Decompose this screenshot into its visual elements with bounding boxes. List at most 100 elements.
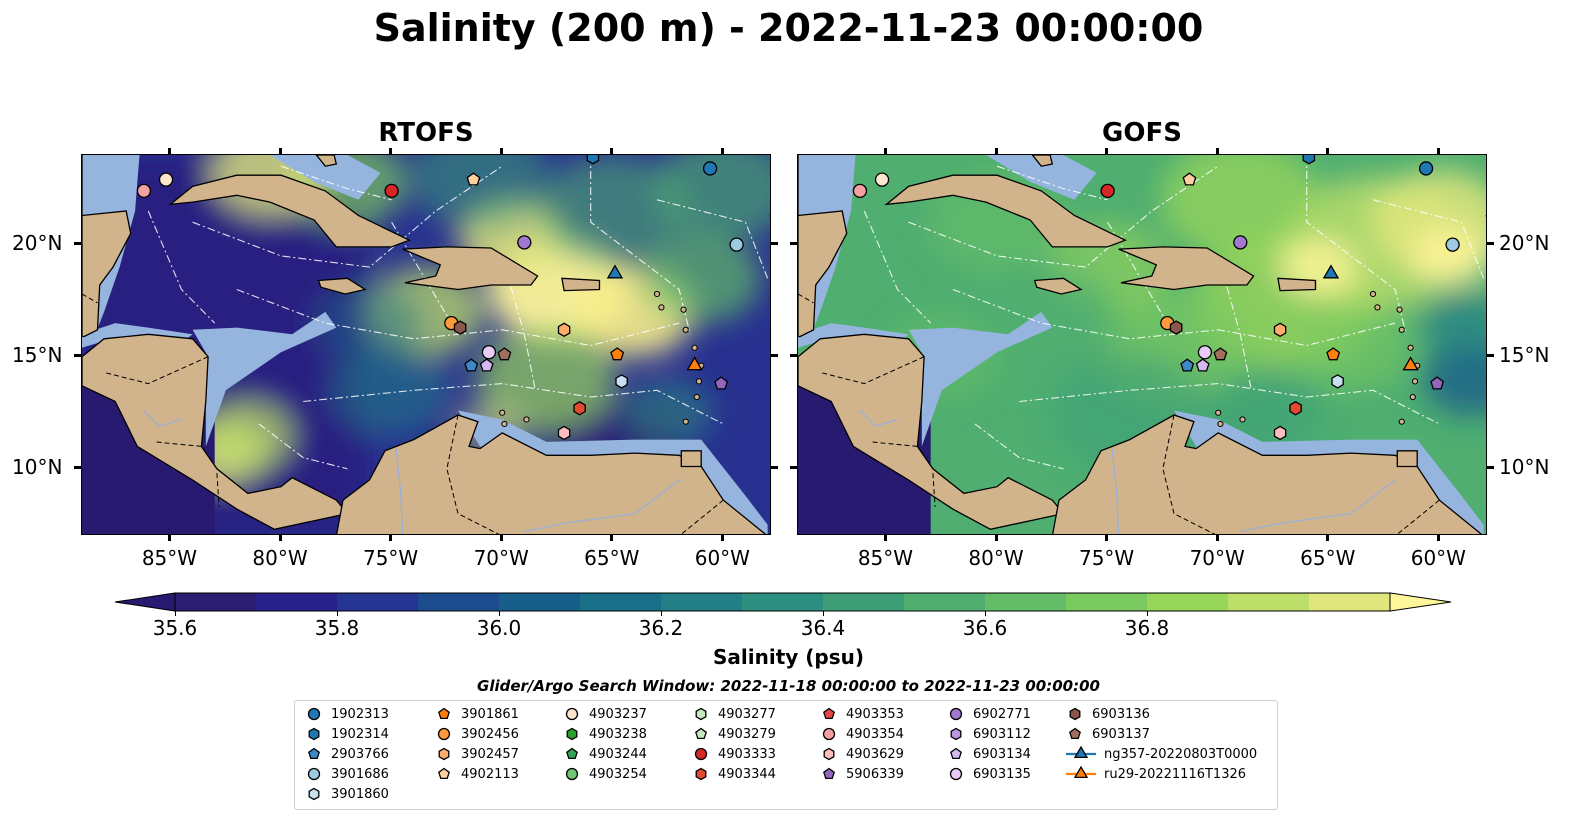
- lat-tick-mark: [790, 354, 798, 358]
- legend-item: 3902456: [435, 724, 519, 744]
- lon-tick-label: 85°W: [857, 546, 914, 570]
- panel-title-gofs: GOFS: [1102, 118, 1182, 148]
- legend-item: 4903254: [563, 764, 647, 784]
- legend-marker-icon: [1073, 745, 1089, 759]
- legend-item: 3902457: [435, 744, 519, 764]
- legend-marker-icon: [438, 707, 450, 720]
- map-marker: [1402, 356, 1419, 371]
- colorbar-segment: [985, 593, 1067, 611]
- lon-tick-label: 85°W: [141, 546, 198, 570]
- legend-item: 4903353: [820, 704, 904, 724]
- lon-tick-label: 65°W: [1300, 546, 1356, 570]
- map-marker: [136, 183, 152, 199]
- legend-label: 4903344: [718, 766, 776, 782]
- country-borders: [798, 293, 1440, 534]
- land-puerto-rico: [561, 277, 601, 292]
- colorbar-segment: [661, 593, 743, 611]
- lat-tick-label: 10°N: [12, 454, 63, 479]
- lon-tick-label: 70°W: [473, 546, 529, 570]
- land-island: [1217, 420, 1224, 428]
- colorbar-tick-mark: [822, 611, 824, 616]
- land-island: [1407, 344, 1414, 351]
- legend-marker-icon: [950, 747, 962, 760]
- map-marker: [1197, 345, 1213, 360]
- lon-tick-label: 70°W: [1189, 546, 1245, 570]
- land-island: [658, 304, 665, 311]
- lat-tick-mark: [1486, 354, 1494, 358]
- map-marker: [557, 322, 571, 338]
- legend-label: 4903279: [718, 726, 776, 742]
- land-island: [523, 416, 530, 423]
- legend-item: 4903244: [563, 744, 647, 764]
- legend-marker-icon: [1073, 765, 1089, 779]
- map-marker: [1273, 425, 1287, 441]
- legend-marker-icon: [565, 707, 579, 721]
- legend-marker-icon: [949, 707, 963, 721]
- shelf-bahamas-bank: [270, 155, 381, 200]
- lat-tick-mark: [790, 242, 798, 246]
- land-hispaniola: [1118, 246, 1255, 291]
- colorbar-extend-min: [115, 592, 176, 612]
- legend-marker-icon: [823, 767, 835, 780]
- lat-tick-label: 15°N: [1499, 342, 1550, 367]
- colorbar-tick-label: 36.4: [800, 616, 846, 640]
- legend-label: 4902113: [461, 766, 519, 782]
- panel-title-rtofs: RTOFS: [378, 118, 474, 148]
- shelf-nicaragua-rise: [192, 311, 337, 447]
- map-marker: [852, 183, 868, 199]
- colorbar-tick-mark: [498, 611, 500, 616]
- legend-item: 4903279: [692, 724, 776, 744]
- land-island: [693, 393, 700, 401]
- land-island: [1398, 326, 1405, 333]
- colorbar-segment: [1309, 593, 1391, 611]
- lon-tick-mark: [1215, 148, 1219, 155]
- colorbar-segment: [418, 593, 500, 611]
- lon-tick-mark: [720, 148, 724, 155]
- map-marker: [1182, 172, 1197, 186]
- map-marker: [453, 320, 467, 335]
- legend-label: 3901861: [461, 706, 519, 722]
- legend-label: 3901686: [331, 766, 389, 782]
- lon-tick-mark: [167, 534, 171, 541]
- lon-tick-label: 80°W: [252, 546, 308, 570]
- colorbar-tick-mark: [336, 611, 338, 616]
- map-marker: [606, 264, 624, 279]
- map-marker: [1430, 376, 1445, 390]
- legend-item: 4903277: [692, 704, 776, 724]
- legend-marker-icon: [823, 747, 835, 761]
- map-marker: [479, 358, 494, 372]
- colorbar-segment: [175, 593, 257, 611]
- map-marker: [1213, 347, 1228, 361]
- legend-item: 6903136: [1066, 704, 1150, 724]
- lat-tick-label: 10°N: [1499, 454, 1550, 479]
- colorbar-segment: [823, 593, 905, 611]
- legend-marker-icon: [438, 767, 450, 780]
- legend-item: 6903134: [947, 744, 1031, 764]
- legend-item: 4903354: [820, 724, 904, 744]
- rivers: [859, 410, 1396, 534]
- map-marker: [1302, 155, 1316, 165]
- land-island: [682, 418, 689, 425]
- figure-title: Salinity (200 m) - 2022-11-23 00:00:00: [373, 6, 1204, 50]
- legend-label: 6902771: [973, 706, 1031, 722]
- colorbar-segment: [742, 593, 824, 611]
- lon-tick-mark: [1326, 148, 1330, 155]
- land-jamaica: [1033, 277, 1083, 295]
- rtofs-salinity-map: [81, 154, 771, 535]
- lon-tick-mark: [278, 534, 282, 541]
- float-markers: [136, 155, 770, 441]
- lon-tick-mark: [994, 148, 998, 155]
- colorbar-segment: [337, 593, 419, 611]
- land-trinidad: [680, 450, 702, 468]
- lon-tick-mark: [610, 534, 614, 541]
- legend-marker-icon: [694, 747, 708, 761]
- legend-label: 4903237: [589, 706, 647, 722]
- lon-tick-mark: [1215, 534, 1219, 541]
- lon-tick-mark: [167, 148, 171, 155]
- map-marker: [158, 172, 174, 187]
- legend-marker-icon: [566, 747, 578, 760]
- colorbar-outline: [174, 592, 1391, 612]
- legend-item: 5906339: [820, 764, 904, 784]
- legend-label: 4903254: [589, 766, 647, 782]
- map-marker: [769, 215, 770, 218]
